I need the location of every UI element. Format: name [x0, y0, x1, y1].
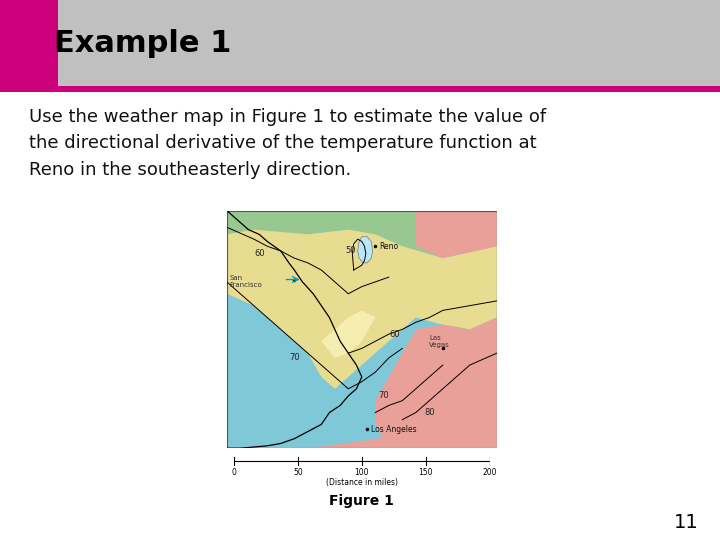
Polygon shape [375, 211, 497, 448]
Polygon shape [321, 310, 375, 358]
Text: 11: 11 [674, 513, 698, 532]
Polygon shape [227, 230, 497, 389]
Text: Figure 1: Figure 1 [329, 494, 395, 508]
FancyBboxPatch shape [0, 86, 720, 92]
Text: Las
Vegas: Las Vegas [429, 335, 450, 348]
Text: 150: 150 [418, 468, 433, 477]
Text: (Distance in miles): (Distance in miles) [325, 478, 397, 487]
Text: Example 1: Example 1 [54, 29, 231, 58]
FancyBboxPatch shape [0, 0, 720, 86]
Text: 50: 50 [293, 468, 303, 477]
Polygon shape [308, 401, 497, 448]
Text: 100: 100 [354, 468, 369, 477]
Text: 70: 70 [378, 392, 389, 401]
Text: 200: 200 [482, 468, 497, 477]
Text: Reno: Reno [379, 242, 398, 251]
Polygon shape [227, 211, 497, 258]
Polygon shape [358, 237, 373, 263]
Text: 80: 80 [424, 408, 435, 417]
FancyBboxPatch shape [0, 0, 58, 86]
Text: 60: 60 [254, 249, 264, 258]
Text: 50: 50 [346, 246, 356, 255]
Text: 70: 70 [289, 353, 300, 362]
Text: San
Francisco: San Francisco [230, 275, 262, 288]
Text: 60: 60 [389, 329, 400, 339]
Text: Los Angeles: Los Angeles [372, 424, 417, 434]
Text: 0: 0 [232, 468, 236, 477]
Text: Use the weather map in Figure 1 to estimate the value of
the directional derivat: Use the weather map in Figure 1 to estim… [29, 108, 546, 179]
Polygon shape [227, 211, 497, 448]
